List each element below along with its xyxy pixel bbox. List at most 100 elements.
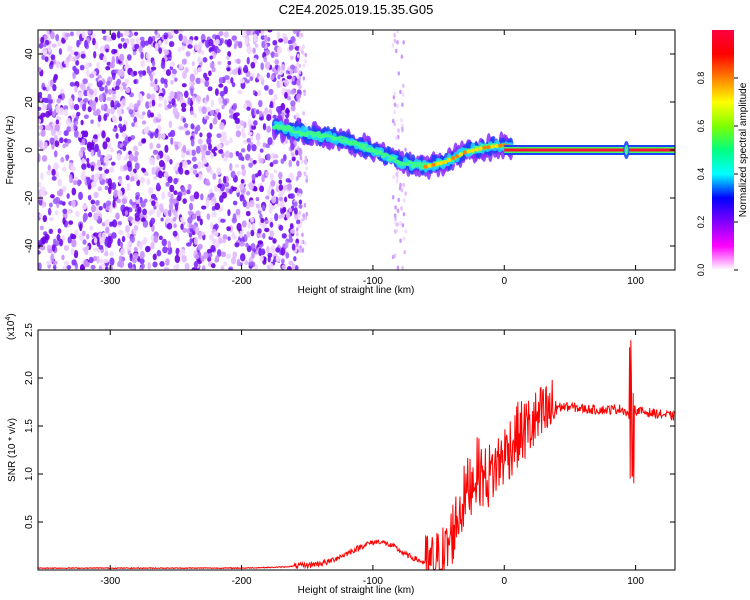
noise-speckle [158,47,163,54]
noise-speckle [295,227,299,232]
noise-speckle [133,70,138,76]
noise-speckle [210,201,215,206]
noise-speckle [40,129,46,137]
carrier-bump [624,145,629,155]
noise-speckle [231,82,236,88]
noise-speckle [299,193,302,198]
noise-speckle [96,159,101,167]
noise-speckle [203,158,208,165]
noise-speckle [103,155,109,164]
noise-speckle [262,142,267,148]
noise-speckle [273,154,279,159]
noise-speckle [139,250,145,259]
noise-speckle [70,125,75,133]
noise-speckle [152,253,157,261]
noise-speckle [70,166,76,172]
noise-speckle [198,105,203,113]
noise-speckle [236,58,241,65]
noise-speckle [165,216,171,225]
noise-speckle [393,33,396,38]
noise-speckle [137,206,142,214]
tone-blob [385,154,391,157]
noise-speckle [54,124,60,132]
noise-speckle [272,39,278,46]
noise-speckle [54,196,61,204]
noise-speckle [254,43,259,48]
noise-speckle [70,234,77,240]
noise-speckle [269,263,274,270]
noise-speckle [161,238,167,247]
noise-speckle [80,146,86,152]
noise-speckle [192,164,198,169]
noise-speckle [105,48,109,53]
noise-speckle [78,149,84,158]
noise-speckle [226,38,232,47]
noise-speckle [167,240,172,249]
noise-speckle [176,235,180,242]
tone-hotspot [427,163,432,168]
noise-speckle [107,142,112,149]
noise-speckle [133,103,139,111]
noise-speckle [391,43,395,48]
noise-speckle [393,91,396,97]
y-tick-label: -40 [24,238,35,253]
tone-blob [369,147,375,151]
noise-speckle [158,95,163,101]
noise-speckle [154,42,159,51]
noise-speckle [80,119,84,126]
noise-speckle [274,59,279,65]
noise-speckle [278,171,283,180]
noise-speckle [122,42,128,49]
noise-speckle [138,45,143,53]
tone-hotspot [482,145,487,150]
noise-speckle [153,205,157,210]
noise-speckle [236,170,242,176]
noise-speckle [164,171,169,178]
noise-speckle [103,114,108,121]
noise-speckle [119,85,124,92]
noise-speckle [217,183,222,189]
noise-speckle [244,260,249,266]
noise-speckle [170,91,175,97]
noise-speckle [98,94,104,103]
noise-speckle [161,191,166,200]
noise-speckle [228,188,233,194]
noise-speckle [50,128,56,136]
noise-speckle [169,184,175,193]
noise-speckle [151,166,156,176]
noise-speckle [134,122,138,128]
noise-speckle [64,260,70,267]
noise-speckle [274,52,279,58]
noise-speckle [302,111,306,116]
noise-speckle [393,213,397,218]
noise-speckle [235,150,240,157]
noise-speckle [97,149,101,158]
noise-speckle [240,78,245,84]
noise-speckle [177,141,182,148]
colorbar-ticks: 0.0 0.2 0.4 0.6 0.8 [696,72,738,276]
noise-speckle [38,140,43,149]
noise-speckle [168,202,174,211]
noise-speckle [236,222,242,232]
noise-speckle [58,238,64,247]
noise-speckle [153,235,159,244]
noise-speckle [293,207,298,215]
noise-speckle [150,241,155,250]
noise-speckle [71,113,76,120]
noise-speckle [187,216,193,224]
tone-blob [287,126,293,130]
noise-speckle [149,74,154,82]
noise-speckle [70,247,75,255]
noise-speckle [226,67,231,72]
noise-speckle [51,168,56,176]
noise-speckle [163,266,170,270]
noise-speckle [272,114,277,119]
noise-speckle [164,144,169,153]
noise-speckle [279,80,283,88]
noise-speckle [272,160,278,165]
noise-speckle [212,239,217,245]
colorbar-tick-label: 0.8 [696,72,706,85]
noise-speckle [229,224,234,233]
noise-speckle [134,162,140,170]
noise-speckle [251,144,257,152]
